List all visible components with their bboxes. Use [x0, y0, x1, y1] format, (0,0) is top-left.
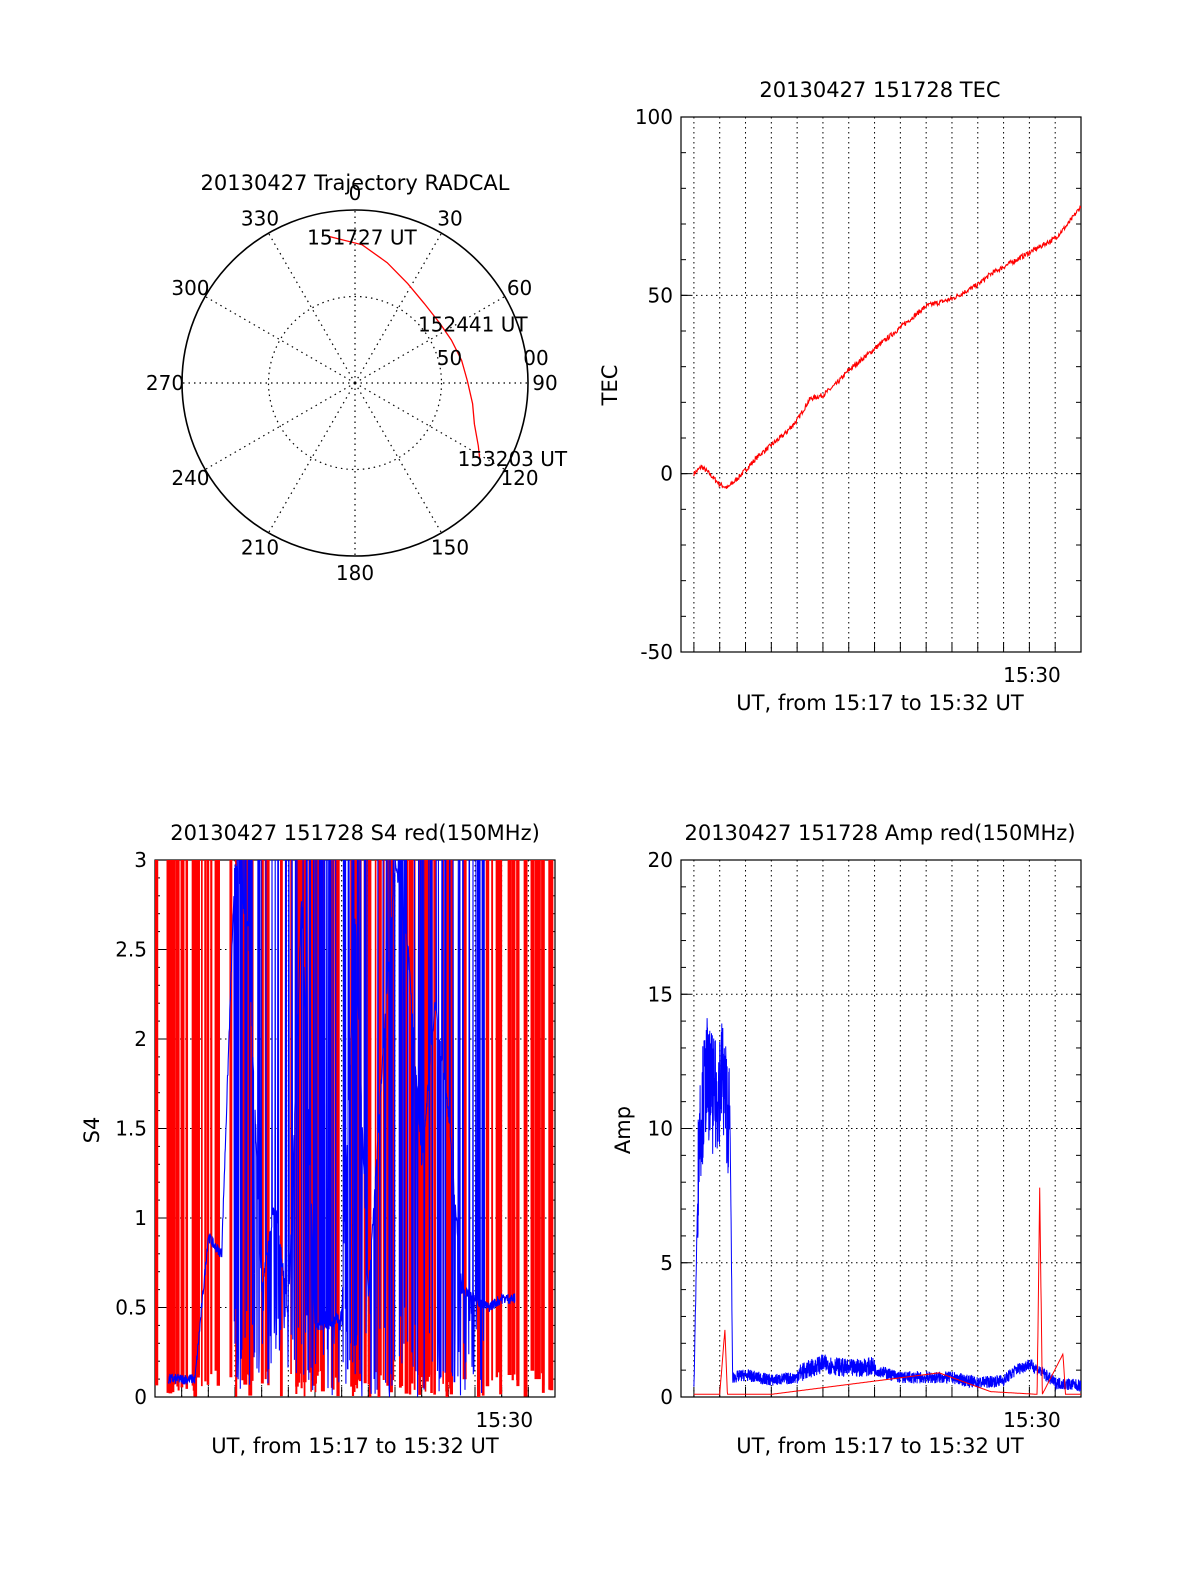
tec-series-group	[693, 205, 1081, 489]
amp-red-line	[693, 1187, 1081, 1395]
polar-angle-label: 0	[349, 181, 362, 205]
tec-ytick-label: 0	[660, 462, 673, 486]
polar-angle-label: 120	[500, 466, 538, 490]
s4-ytick-label: 0	[134, 1385, 147, 1409]
tec-title: 20130427 151728 TEC	[759, 78, 1000, 102]
tec-series-line	[693, 205, 1081, 489]
s4-ylabel: S4	[80, 1117, 104, 1144]
trajectory-time-label: 151727 UT	[307, 225, 417, 249]
trajectory-annotations: 151727 UT 152441 UT 153203 UT	[307, 225, 568, 470]
s4-title: 20130427 151728 S4 red(150MHz)	[170, 821, 540, 845]
amp-ytick-label: 20	[648, 848, 673, 872]
polar-spoke-210	[267, 382, 356, 534]
tec-ytick-label: 50	[648, 283, 673, 307]
trajectory-time-label: 153203 UT	[458, 447, 568, 471]
s4-ytick-label: 0.5	[115, 1296, 147, 1320]
s4-panel: 20130427 151728 S4 red(150MHz) S4 UT, fr…	[80, 821, 556, 1458]
amp-xlabel: UT, from 15:17 to 15:32 UT	[736, 1434, 1024, 1458]
polar-spoke-60	[354, 295, 506, 384]
polar-ring-0	[267, 295, 443, 471]
amp-panel: 20130427 151728 Amp red(150MHz) Amp UT, …	[611, 821, 1082, 1458]
polar-angle-label: 270	[146, 371, 184, 395]
tec-xtick-label: 15:30	[1003, 663, 1061, 687]
polar-spoke-240	[204, 382, 356, 471]
amp-ytick-label: 0	[660, 1385, 673, 1409]
polar-angle-label: 90	[532, 371, 557, 395]
tec-ytick-label: -50	[640, 640, 673, 664]
amp-series-group	[693, 1018, 1081, 1395]
polar-angle-label: 180	[336, 561, 374, 585]
s4-xlabel: UT, from 15:17 to 15:32 UT	[211, 1434, 499, 1458]
s4-ytick-label: 2.5	[115, 938, 147, 962]
polar-angle-label: 60	[507, 276, 532, 300]
polar-angle-label: 30	[437, 206, 462, 230]
polar-spoke-150	[354, 382, 443, 534]
s4-xtick-label: 15:30	[476, 1408, 534, 1432]
amp-ytick-label: 10	[648, 1117, 673, 1141]
polar-angle-label: 240	[171, 466, 209, 490]
polar-angle-label: 300	[171, 276, 209, 300]
trajectory-line	[329, 235, 481, 458]
amp-xtick-label: 15:30	[1003, 1408, 1061, 1432]
polar-spoke-330	[267, 232, 356, 384]
amp-ytick-label: 15	[648, 982, 673, 1006]
tec-panel: 20130427 151728 TEC TEC UT, from 15:17 t…	[598, 78, 1082, 715]
trajectory-polar-plot: 20130427 Trajectory RADCAL 0 30 60 90 120 150…	[146, 171, 568, 585]
tec-ytick-label: 100	[635, 105, 673, 129]
tec-plot-frame	[680, 116, 1082, 653]
s4-ytick-label: 1	[134, 1206, 147, 1230]
amp-ytick-label: 5	[660, 1251, 673, 1275]
trajectory-track	[329, 235, 481, 458]
tec-ylabel: TEC	[598, 365, 622, 407]
polar-outer-circle	[181, 209, 529, 557]
polar-angle-label: 330	[241, 206, 279, 230]
polar-ring-label: 50	[437, 346, 462, 370]
polar-ring-label: 00	[523, 346, 548, 370]
trajectory-time-label: 152441 UT	[418, 312, 528, 336]
amp-ylabel: Amp	[611, 1106, 635, 1154]
s4-ytick-label: 1.5	[115, 1117, 147, 1141]
amp-title: 20130427 151728 Amp red(150MHz)	[684, 821, 1075, 845]
s4-ytick-label: 2	[134, 1027, 147, 1051]
polar-angle-label: 150	[431, 536, 469, 560]
polar-grid	[181, 209, 529, 557]
s4-blue-line	[167, 860, 516, 1397]
tec-xlabel: UT, from 15:17 to 15:32 UT	[736, 691, 1024, 715]
polar-angle-labels: 0 30 60 90 120 150 180 210 240 270 300 330 50 00	[146, 181, 558, 585]
polar-spoke-300	[204, 295, 356, 384]
polar-angle-label: 210	[241, 536, 279, 560]
polar-spoke-30	[354, 232, 443, 384]
amp-blue-line	[693, 1018, 1081, 1392]
s4-series-group	[155, 860, 554, 1397]
trajectory-title: 20130427 Trajectory RADCAL	[201, 171, 510, 195]
s4-ytick-label: 3	[134, 848, 147, 872]
